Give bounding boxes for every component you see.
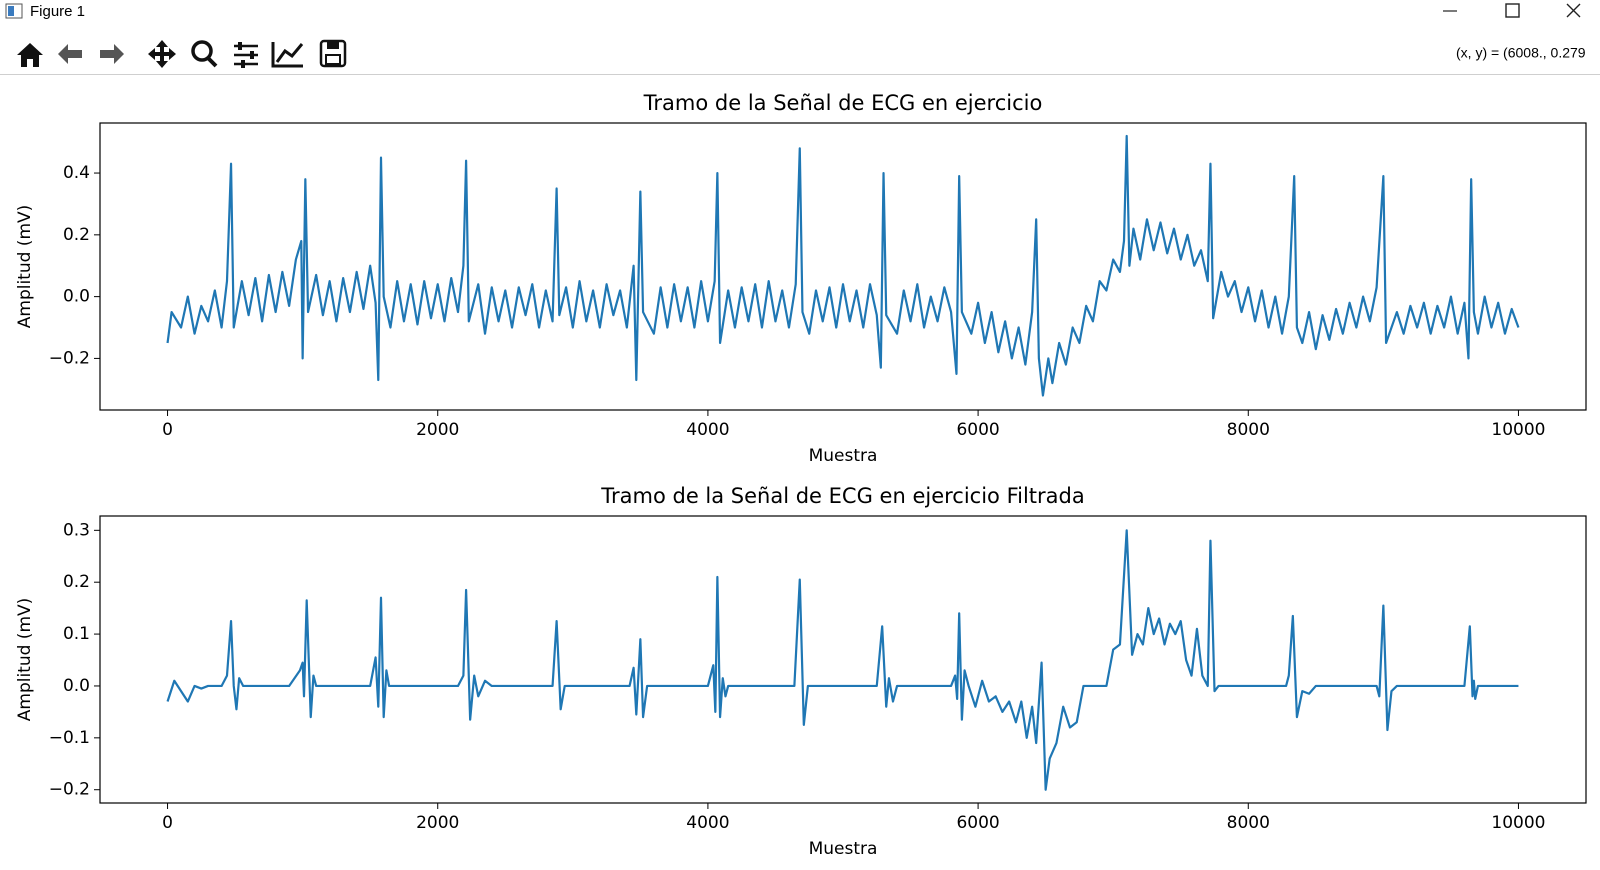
x-tick-label: 6000: [956, 420, 999, 440]
y-tick-label: 0.2: [63, 572, 90, 592]
y-tick-label: 0.2: [63, 225, 90, 245]
zoom-button[interactable]: [191, 40, 213, 62]
window-icon: [5, 3, 23, 19]
y-tick-label: 0.0: [63, 287, 90, 307]
maximize-button[interactable]: [1505, 3, 1520, 18]
pan-button[interactable]: [148, 40, 176, 68]
x-tick-label: 4000: [686, 813, 729, 833]
toolbar: [0, 28, 1600, 74]
x-tick-label: 10000: [1491, 813, 1545, 833]
cursor-coordinates: (x, y) = (6008., 0.279: [1456, 45, 1586, 61]
y-tick-label: −0.1: [49, 728, 90, 748]
x-axis-label: Muestra: [809, 839, 878, 859]
x-tick-label: 8000: [1227, 813, 1270, 833]
zoom-handle: [206, 56, 218, 68]
window-title: Figure 1: [30, 3, 85, 20]
axes-frame: [99, 515, 1587, 804]
y-tick-label: −0.2: [49, 348, 90, 368]
y-tick-label: −0.2: [49, 780, 90, 800]
chart-title: Tramo de la Señal de ECG en ejercicio: [643, 91, 1043, 115]
close-button[interactable]: [1566, 3, 1581, 18]
axes-frame: [99, 122, 1587, 411]
x-tick-label: 6000: [956, 813, 999, 833]
back-button[interactable]: [58, 44, 82, 64]
save-button[interactable]: [319, 39, 347, 68]
x-tick-label: 2000: [416, 420, 459, 440]
signal-line: [166, 134, 1520, 397]
edit-axis-line: [275, 43, 304, 63]
signal-line: [166, 529, 1519, 791]
y-tick-label: 0.1: [63, 624, 90, 644]
x-axis-label: Muestra: [809, 446, 878, 466]
y-tick-label: 0.3: [63, 520, 90, 540]
title-bar: [0, 0, 1600, 28]
x-tick-label: 8000: [1227, 420, 1270, 440]
x-tick-label: 0: [162, 813, 173, 833]
y-axis-label: Amplitud (mV): [15, 598, 35, 722]
y-tick-label: 0.0: [63, 676, 90, 696]
edit-axis-button[interactable]: [271, 42, 303, 68]
x-tick-label: 4000: [686, 420, 729, 440]
chart-title: Tramo de la Señal de ECG en ejercicio Fi…: [600, 484, 1084, 508]
configure-sliders: [238, 42, 254, 68]
x-tick-label: 10000: [1491, 420, 1545, 440]
save-icon-label: [325, 54, 341, 65]
forward-button[interactable]: [100, 44, 124, 64]
y-axis-label: Amplitud (mV): [15, 205, 35, 329]
x-tick-label: 0: [162, 420, 173, 440]
save-icon-shutter: [327, 42, 339, 49]
home-button[interactable]: [17, 43, 43, 67]
x-tick-label: 2000: [416, 813, 459, 833]
y-tick-label: 0.4: [63, 163, 90, 183]
window-icon-fill: [8, 6, 14, 16]
